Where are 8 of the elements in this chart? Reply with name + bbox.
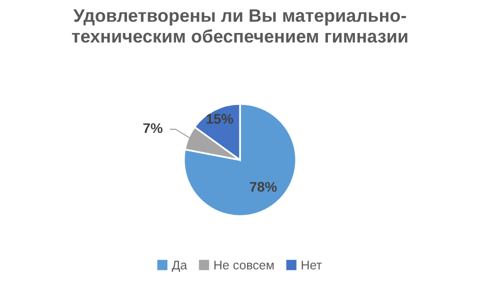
pie-slice [183, 103, 297, 217]
legend-label: Не совсем [214, 260, 274, 270]
data-label: 78% [250, 182, 277, 192]
legend-label: Да [172, 260, 188, 272]
chart-title: Удовлетворены ли Вы материально- техническим обеспечением гимназии [72, 9, 408, 43]
data-label: 15% [206, 114, 234, 124]
data-label: 7% [143, 123, 162, 134]
legend-label: Нет [302, 260, 322, 270]
